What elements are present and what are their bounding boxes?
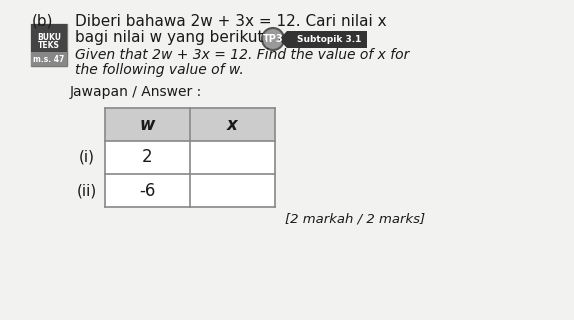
Polygon shape (279, 31, 367, 48)
Text: the following value of w.: the following value of w. (75, 63, 244, 77)
Text: TP3: TP3 (263, 34, 284, 44)
FancyBboxPatch shape (105, 174, 275, 207)
Text: w: w (140, 116, 155, 134)
Circle shape (262, 28, 284, 50)
FancyBboxPatch shape (105, 108, 275, 141)
Text: Diberi bahawa 2w + 3x = 12. Cari nilai x: Diberi bahawa 2w + 3x = 12. Cari nilai x (75, 14, 387, 29)
Text: [2 markah / 2 marks]: [2 markah / 2 marks] (285, 212, 425, 225)
Text: Given that 2w + 3x = 12. Find the value of x for: Given that 2w + 3x = 12. Find the value … (75, 48, 409, 62)
Text: Jawapan / Answer :: Jawapan / Answer : (70, 85, 202, 99)
Text: m.s. 47: m.s. 47 (33, 54, 65, 63)
Text: (b): (b) (32, 14, 53, 29)
Text: (i): (i) (79, 150, 95, 165)
Text: 2: 2 (142, 148, 153, 166)
Text: (ii): (ii) (77, 183, 97, 198)
FancyBboxPatch shape (105, 141, 275, 174)
FancyBboxPatch shape (31, 52, 67, 66)
Text: BUKU: BUKU (37, 33, 61, 42)
Text: Subtopik 3.1: Subtopik 3.1 (297, 35, 361, 44)
FancyBboxPatch shape (31, 24, 67, 52)
Text: -6: -6 (139, 181, 156, 199)
Text: TEKS: TEKS (38, 42, 60, 51)
Text: x: x (227, 116, 238, 134)
Text: bagi nilai w yang berikut.: bagi nilai w yang berikut. (75, 30, 269, 45)
FancyBboxPatch shape (31, 24, 67, 66)
